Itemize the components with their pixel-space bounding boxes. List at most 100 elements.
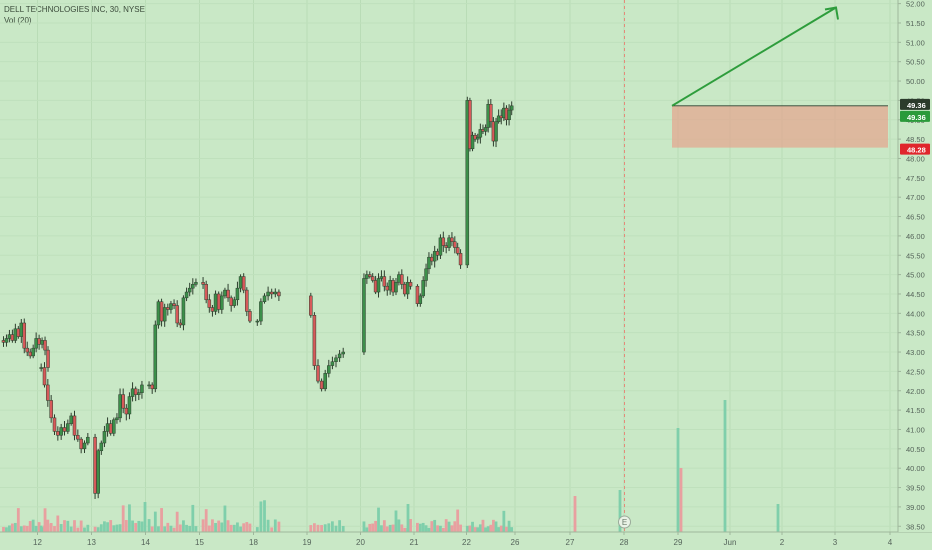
target-zone bbox=[672, 105, 888, 148]
volume-bar bbox=[43, 508, 47, 532]
volume-bar bbox=[118, 524, 122, 532]
candle-body bbox=[327, 365, 331, 374]
candle-body bbox=[365, 274, 369, 279]
volume-bar bbox=[137, 520, 141, 532]
volume-bar bbox=[109, 520, 113, 532]
volume-bar bbox=[172, 527, 176, 532]
volume-bar bbox=[459, 524, 462, 532]
volume-bar bbox=[86, 524, 90, 532]
candle-body bbox=[102, 431, 107, 444]
volume-bar bbox=[2, 526, 5, 532]
candle-body bbox=[259, 301, 263, 322]
trend-arrow bbox=[671, 6, 837, 107]
price-axis-bg bbox=[898, 0, 932, 532]
candle-body bbox=[220, 295, 224, 310]
volume-bar bbox=[37, 522, 41, 532]
volume-bar bbox=[388, 524, 392, 532]
candle-body bbox=[153, 324, 158, 390]
volume-bar bbox=[226, 520, 230, 532]
chart-legend: DELL TECHNOLOGIES INC, 30, NYSE Vol (20) bbox=[4, 4, 145, 26]
volume-bar bbox=[502, 510, 506, 532]
volume-bar bbox=[327, 523, 331, 532]
volume-bar bbox=[573, 496, 577, 532]
candle-body bbox=[39, 367, 43, 369]
volume-bars bbox=[2, 400, 780, 532]
session-marker-label: E bbox=[622, 518, 627, 527]
candle-body bbox=[127, 396, 132, 415]
volume-bar bbox=[140, 521, 144, 532]
volume-bar bbox=[31, 519, 35, 532]
volume-bar bbox=[150, 526, 154, 532]
volume-bar bbox=[220, 522, 224, 532]
volume-bar bbox=[266, 519, 270, 532]
candle-body bbox=[507, 109, 511, 121]
candle-body bbox=[376, 278, 381, 293]
candle-body bbox=[438, 237, 443, 256]
volume-bar bbox=[505, 526, 508, 532]
volume-bar bbox=[316, 524, 320, 532]
volume-bar bbox=[128, 504, 131, 532]
candle-body bbox=[405, 282, 410, 295]
candle-body bbox=[444, 245, 448, 248]
candle-body bbox=[441, 237, 446, 246]
session-marker-circle bbox=[618, 515, 631, 529]
volume-bar bbox=[433, 519, 437, 532]
candle-body bbox=[489, 104, 493, 122]
candle-body bbox=[470, 134, 475, 150]
candle-body bbox=[382, 276, 387, 287]
candle-body bbox=[181, 297, 186, 326]
volume-bar bbox=[63, 520, 66, 532]
price-badge-label: 48.28 bbox=[907, 146, 926, 155]
candle-body bbox=[362, 278, 366, 353]
volume-bar bbox=[441, 527, 445, 532]
volume-bar bbox=[494, 521, 498, 532]
candle-body bbox=[25, 347, 29, 353]
price-tick-label: 44.00 bbox=[906, 309, 925, 318]
price-tick-label: 46.00 bbox=[906, 232, 925, 241]
candles bbox=[1, 96, 514, 499]
time-tick-label: 13 bbox=[87, 538, 96, 547]
time-tick-label: 2 bbox=[780, 538, 785, 547]
volume-bar bbox=[478, 524, 482, 532]
volume-bar bbox=[394, 510, 398, 532]
price-badge-label: 49.36 bbox=[907, 101, 926, 110]
price-tick-label: 40.50 bbox=[906, 445, 925, 454]
volume-bar bbox=[211, 519, 214, 532]
candle-body bbox=[175, 305, 179, 324]
price-tick-label: 47.50 bbox=[906, 174, 925, 183]
candle-body bbox=[210, 307, 215, 312]
time-tick-label: 18 bbox=[249, 538, 258, 547]
volume-bar bbox=[476, 527, 480, 532]
time-tick-label: 27 bbox=[566, 538, 575, 547]
volume-bar bbox=[248, 523, 252, 532]
candle-body bbox=[394, 282, 398, 293]
volume-bar bbox=[465, 525, 469, 532]
volume-bar bbox=[204, 509, 208, 532]
candle-body bbox=[262, 295, 267, 302]
volume-bar bbox=[507, 520, 511, 532]
price-tick-label: 51.50 bbox=[906, 19, 925, 28]
volume-bar bbox=[16, 508, 20, 532]
volume-bar bbox=[56, 515, 60, 532]
volume-bar bbox=[169, 525, 173, 532]
time-tick-label: 22 bbox=[462, 538, 471, 547]
price-tick-label: 46.50 bbox=[906, 213, 925, 222]
time-tick-label: 4 bbox=[888, 538, 893, 547]
time-tick-label: Jun bbox=[724, 538, 737, 547]
candle-body bbox=[494, 121, 498, 142]
candle-body bbox=[137, 392, 141, 395]
candle-body bbox=[379, 276, 384, 279]
candle-body bbox=[10, 334, 15, 341]
volume-bar bbox=[166, 522, 170, 532]
candle-body bbox=[31, 347, 35, 357]
volume-bar bbox=[377, 507, 380, 532]
candle-body bbox=[373, 280, 378, 293]
candle-body bbox=[337, 353, 342, 359]
volume-bar bbox=[380, 525, 383, 532]
volume-bar bbox=[34, 525, 38, 532]
candle-body bbox=[334, 357, 338, 362]
candle-body bbox=[59, 427, 63, 436]
candle-body bbox=[447, 237, 451, 248]
candle-body bbox=[397, 274, 401, 283]
